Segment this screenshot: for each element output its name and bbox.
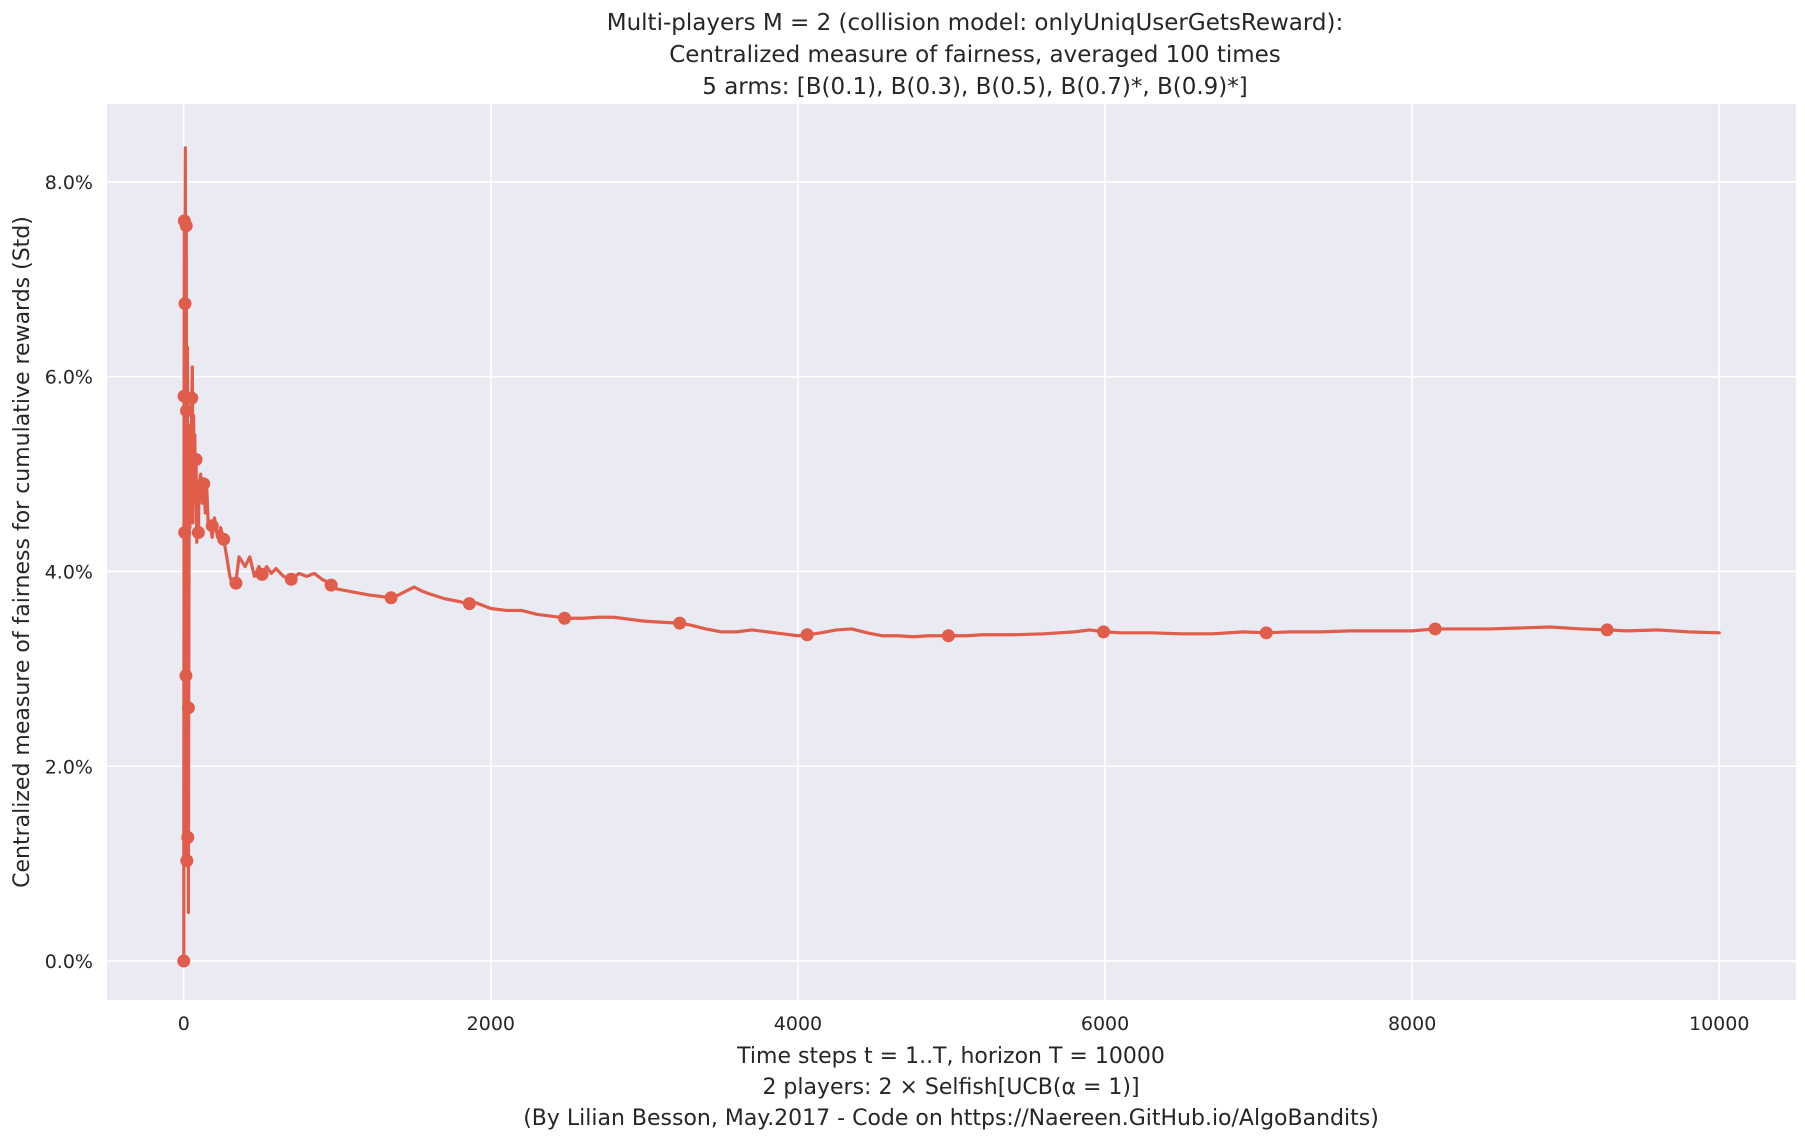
y-tick-label: 8.0%	[45, 172, 93, 194]
y-tick-label: 6.0%	[45, 367, 93, 389]
data-point	[800, 628, 814, 642]
y-tick-label: 0.0%	[45, 951, 93, 973]
x-axis-label-line-1: Time steps t = 1..T, horizon T = 10000	[736, 1044, 1165, 1069]
x-axis-label-line-2: 2 players: 2 × Selfish[UCB(α = 1)]	[762, 1075, 1139, 1100]
x-axis-label: Time steps t = 1..T, horizon T = 10000 2…	[523, 1044, 1379, 1131]
data-point	[189, 452, 203, 466]
x-tick-label: 0	[178, 1013, 190, 1035]
data-point	[1259, 626, 1273, 640]
data-point	[179, 219, 193, 233]
data-point	[324, 578, 338, 592]
data-point	[462, 597, 476, 611]
data-point	[177, 954, 191, 968]
data-point	[558, 611, 572, 625]
data-point	[181, 701, 195, 715]
data-point	[284, 572, 298, 586]
data-point	[1600, 623, 1614, 637]
y-tick-label: 2.0%	[45, 756, 93, 778]
x-axis-label-line-3: (By Lilian Besson, May.2017 - Code on ht…	[523, 1106, 1379, 1131]
data-point	[191, 526, 205, 540]
data-point	[179, 669, 193, 683]
data-point	[178, 297, 192, 311]
grid	[107, 104, 1796, 1000]
y-axis-ticks: 0.0% 2.0% 4.0% 6.0% 8.0%	[45, 172, 93, 973]
data-point	[1428, 622, 1442, 636]
y-tick-label: 4.0%	[45, 561, 93, 583]
title-line-1: Multi-players M = 2 (collision model: on…	[607, 10, 1344, 36]
data-point	[180, 404, 194, 418]
data-point	[1097, 625, 1111, 639]
data-point	[941, 629, 955, 643]
x-tick-label: 6000	[1081, 1013, 1129, 1035]
data-point	[197, 477, 211, 491]
x-axis-ticks: 0 2000 4000 6000 8000 10000	[178, 1013, 1750, 1035]
data-point	[178, 526, 192, 540]
data-point	[673, 616, 687, 630]
data-point	[384, 591, 398, 605]
data-point	[229, 576, 243, 590]
data-point	[181, 830, 195, 844]
title-line-3: 5 arms: [B(0.1), B(0.3), B(0.5), B(0.7)*…	[702, 74, 1248, 100]
x-tick-label: 10000	[1689, 1013, 1749, 1035]
series-line	[182, 146, 1721, 963]
x-tick-label: 4000	[774, 1013, 822, 1035]
title-line-2: Centralized measure of fairness, average…	[669, 42, 1281, 68]
y-axis-label: Centralized measure of fairness for cumu…	[10, 216, 35, 888]
data-point	[185, 391, 199, 405]
data-point	[180, 854, 194, 868]
plot-area	[107, 104, 1796, 1000]
data-point	[217, 532, 231, 546]
series-layer	[177, 146, 1721, 968]
chart-title: Multi-players M = 2 (collision model: on…	[607, 10, 1344, 100]
data-point	[205, 519, 219, 533]
data-point	[255, 567, 269, 581]
x-tick-label: 8000	[1388, 1013, 1436, 1035]
x-tick-label: 2000	[467, 1013, 515, 1035]
